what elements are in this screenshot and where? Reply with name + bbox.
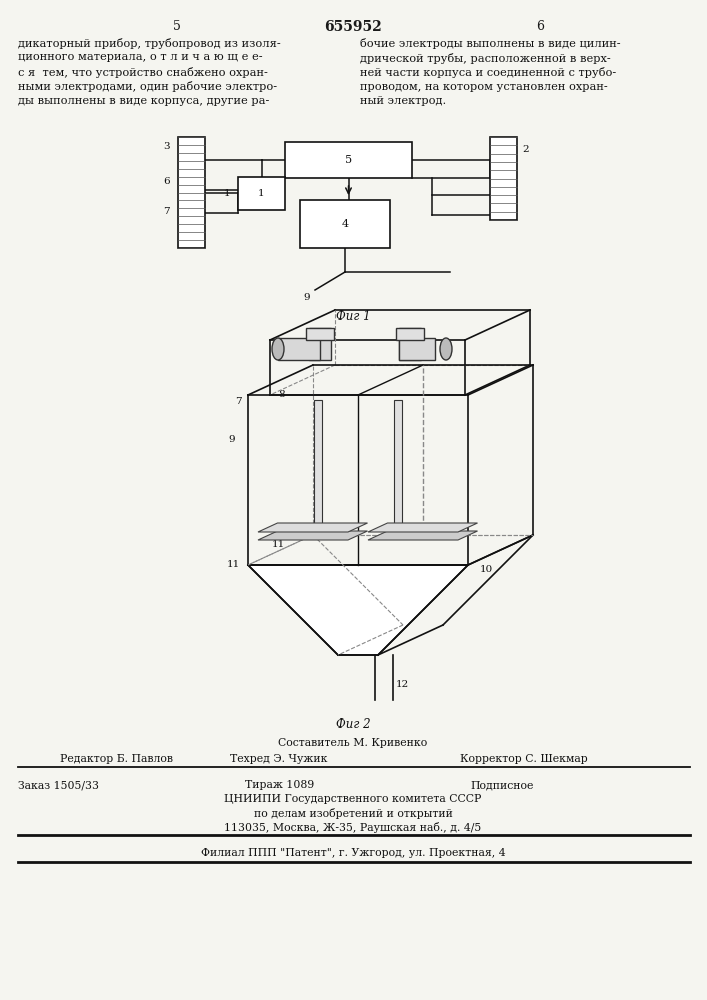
Text: по делам изобретений и открытий: по делам изобретений и открытий bbox=[254, 808, 452, 819]
Text: 5: 5 bbox=[173, 20, 181, 33]
Text: 655952: 655952 bbox=[324, 20, 382, 34]
Bar bbox=[399, 328, 421, 360]
Ellipse shape bbox=[440, 338, 452, 360]
Text: Редактор Б. Павлов: Редактор Б. Павлов bbox=[60, 754, 173, 764]
Polygon shape bbox=[368, 531, 477, 540]
Text: 10: 10 bbox=[480, 565, 493, 574]
Bar bbox=[238, 177, 285, 210]
Polygon shape bbox=[248, 565, 468, 655]
Text: 11: 11 bbox=[272, 540, 285, 549]
Text: Техред Э. Чужик: Техред Э. Чужик bbox=[230, 754, 327, 764]
Bar bbox=[278, 338, 320, 360]
Text: Фиг 1: Фиг 1 bbox=[336, 310, 370, 323]
Text: 7: 7 bbox=[235, 397, 242, 406]
Text: дикаторный прибор, трубопровод из изоля-: дикаторный прибор, трубопровод из изоля- bbox=[18, 38, 281, 49]
Polygon shape bbox=[258, 523, 368, 532]
Text: 12: 12 bbox=[396, 680, 409, 689]
Text: Корректор С. Шекмар: Корректор С. Шекмар bbox=[460, 754, 588, 764]
Text: 4: 4 bbox=[341, 219, 349, 229]
Text: 6: 6 bbox=[279, 352, 285, 361]
Text: Подписное: Подписное bbox=[470, 780, 533, 790]
Text: Фиг 2: Фиг 2 bbox=[336, 718, 370, 731]
Text: 8: 8 bbox=[279, 390, 285, 399]
Text: Составитель М. Кривенко: Составитель М. Кривенко bbox=[279, 738, 428, 748]
Text: 7: 7 bbox=[163, 207, 170, 216]
Text: ный электрод.: ный электрод. bbox=[360, 96, 446, 106]
Text: ды выполнены в виде корпуса, другие ра-: ды выполнены в виде корпуса, другие ра- bbox=[18, 96, 269, 106]
Text: 6: 6 bbox=[163, 177, 170, 186]
Text: Тираж 1089: Тираж 1089 bbox=[245, 780, 314, 790]
Bar bbox=[396, 328, 424, 340]
Polygon shape bbox=[368, 523, 477, 532]
Text: Филиал ППП "Патент", г. Ужгород, ул. Проектная, 4: Филиал ППП "Патент", г. Ужгород, ул. Про… bbox=[201, 848, 506, 858]
Text: 2: 2 bbox=[522, 145, 529, 154]
Polygon shape bbox=[314, 400, 322, 527]
Text: ционного материала, о т л и ч а ю щ е е-: ционного материала, о т л и ч а ю щ е е- bbox=[18, 52, 262, 62]
Bar bbox=[490, 137, 517, 220]
Text: 3: 3 bbox=[163, 142, 170, 151]
Text: 1: 1 bbox=[223, 189, 230, 198]
Text: ными электродами, один рабочие электро-: ными электродами, один рабочие электро- bbox=[18, 82, 277, 93]
Text: 6: 6 bbox=[536, 20, 544, 33]
Bar bbox=[300, 200, 390, 248]
Bar bbox=[306, 328, 334, 340]
Text: 9: 9 bbox=[303, 293, 310, 302]
Text: Заказ 1505/33: Заказ 1505/33 bbox=[18, 780, 99, 790]
Bar bbox=[285, 142, 412, 178]
Text: с я  тем, что устройство снабжено охран-: с я тем, что устройство снабжено охран- bbox=[18, 67, 268, 78]
Bar bbox=[178, 137, 205, 248]
Bar bbox=[399, 338, 435, 360]
Text: ЦНИИПИ Государственного комитета СССР: ЦНИИПИ Государственного комитета СССР bbox=[224, 794, 481, 804]
Polygon shape bbox=[394, 400, 402, 527]
Text: 9: 9 bbox=[228, 435, 235, 444]
Text: 5: 5 bbox=[345, 155, 352, 165]
Text: ней части корпуса и соединенной с трубо-: ней части корпуса и соединенной с трубо- bbox=[360, 67, 617, 78]
Text: 113035, Москва, Ж-35, Раушская наб., д. 4/5: 113035, Москва, Ж-35, Раушская наб., д. … bbox=[224, 822, 481, 833]
Text: бочие электроды выполнены в виде цилин-: бочие электроды выполнены в виде цилин- bbox=[360, 38, 621, 49]
Ellipse shape bbox=[272, 338, 284, 360]
Text: 11: 11 bbox=[227, 560, 240, 569]
Text: 1: 1 bbox=[258, 189, 265, 198]
Text: проводом, на котором установлен охран-: проводом, на котором установлен охран- bbox=[360, 82, 608, 92]
Bar bbox=[309, 328, 331, 360]
Text: дрической трубы, расположенной в верх-: дрической трубы, расположенной в верх- bbox=[360, 52, 611, 64]
Text: 3: 3 bbox=[305, 335, 312, 344]
Polygon shape bbox=[258, 531, 368, 540]
